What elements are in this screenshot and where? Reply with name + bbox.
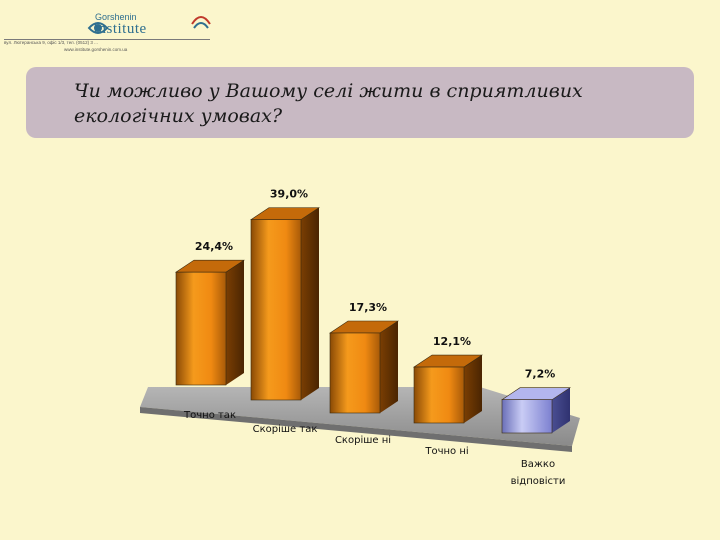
value-label: 24,4% — [195, 240, 233, 253]
bar-5 — [501, 387, 571, 434]
bar-front — [413, 366, 465, 424]
logo-name-main: Institute — [93, 21, 147, 37]
logo-address: вул. Лютеранська 9, офіс 1/3, тел. (0512… — [4, 39, 210, 45]
chart-floor-edge — [140, 407, 572, 452]
category-label: Точно ні — [424, 445, 468, 457]
eye-logo-icon — [87, 22, 109, 34]
bar-front — [250, 219, 302, 401]
category-label: відповісти — [511, 475, 566, 487]
category-label: Точно так — [183, 410, 236, 421]
category-label: Скоріше так — [253, 423, 318, 435]
bar-front — [329, 332, 381, 414]
bar-front — [175, 271, 227, 386]
value-label: 39,0% — [270, 188, 308, 201]
title-band — [26, 67, 694, 138]
company-logo — [14, 8, 224, 64]
category-label: Важко — [521, 459, 555, 470]
value-label: 17,3% — [349, 301, 387, 314]
bar-side — [380, 320, 398, 413]
bar-front — [501, 399, 553, 434]
value-label: 7,2% — [525, 368, 556, 381]
bar-3 — [329, 320, 399, 414]
value-label: 12,1% — [433, 335, 471, 348]
bar-1 — [175, 259, 245, 386]
bar-side — [301, 207, 319, 400]
bar-side — [226, 260, 244, 385]
chart-question-title: Чи можливо у Вашому селі жити в сприятли… — [74, 79, 674, 129]
logo-name-top: Gorshenin — [95, 12, 137, 22]
title-line-2: екологічних умовах? — [74, 105, 283, 127]
logo-website: www.institute.gorshenin.com.ua — [64, 47, 128, 52]
title-line-1: Чи можливо у Вашому селі жити в сприятли… — [74, 80, 583, 102]
partner-logo-icon — [191, 16, 211, 29]
bar-side — [464, 355, 482, 423]
bar-side — [552, 387, 570, 433]
bar-4 — [413, 354, 483, 424]
bar-2 — [250, 207, 320, 401]
category-label: Скоріше ні — [335, 434, 391, 446]
